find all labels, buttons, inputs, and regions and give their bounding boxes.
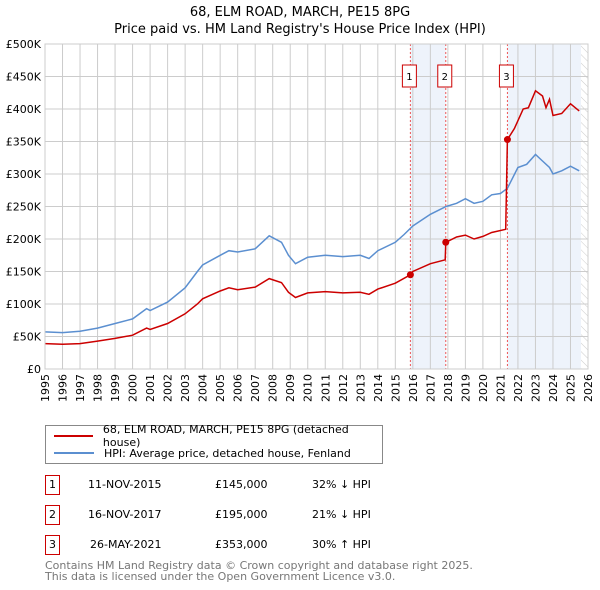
x-tick-label: 2024: [547, 374, 560, 402]
x-tick-label: 2001: [144, 374, 157, 402]
series-line: [44, 89, 580, 346]
x-tick-label: 2010: [302, 374, 315, 402]
sale-point: [406, 271, 414, 279]
sale-point: [503, 136, 511, 144]
y-tick-label: £0: [27, 363, 41, 376]
x-tick-label: 2000: [127, 374, 140, 402]
y-tick-label: £250K: [6, 201, 42, 214]
x-tick-label: 2013: [354, 374, 367, 402]
x-tick-label: 2023: [529, 374, 542, 402]
x-tick-label: 2002: [162, 374, 175, 402]
y-tick-label: £200K: [6, 233, 42, 246]
y-tick-label: £50K: [13, 331, 42, 344]
x-tick-label: 2021: [494, 374, 507, 402]
x-tick-label: 2003: [179, 374, 192, 402]
y-tick-label: £150K: [6, 266, 42, 279]
y-tick-label: £500K: [6, 38, 42, 51]
x-tick-label: 2026: [582, 374, 595, 402]
y-tick-label: £350K: [6, 136, 42, 149]
sale-price: £195,000: [215, 508, 268, 521]
x-tick-label: 2006: [232, 374, 245, 402]
sale-hpi-diff: 32% ↓ HPI: [312, 478, 371, 491]
x-tick-label: 2007: [249, 374, 262, 402]
series-line: [44, 153, 580, 334]
legend-red-line: [54, 435, 93, 437]
sale-price: £353,000: [215, 538, 268, 551]
sale-marker-label: 3: [503, 72, 509, 83]
sale-marker-label: 1: [406, 72, 412, 83]
sale-marker-box: [401, 64, 417, 88]
x-tick-label: 2014: [372, 374, 385, 402]
y-tick-label: £100K: [6, 298, 42, 311]
plot-border: [44, 43, 589, 370]
x-tick-label: 1998: [92, 374, 105, 402]
y-tick-label: £450K: [6, 71, 42, 84]
x-tick-label: 2016: [407, 374, 420, 402]
x-tick-label: 1996: [57, 374, 70, 402]
sale-date: 26-MAY-2021: [90, 538, 162, 551]
sale-point: [442, 238, 450, 246]
x-tick-label: 2025: [564, 374, 577, 402]
x-tick-label: 2019: [459, 374, 472, 402]
x-tick-label: 2005: [214, 374, 227, 402]
sale-marker-box: [498, 64, 514, 88]
x-tick-label: 2022: [512, 374, 525, 402]
x-tick-label: 2009: [284, 374, 297, 402]
x-tick-label: 1995: [39, 374, 52, 402]
y-tick-label: £400K: [6, 103, 42, 116]
sale-date: 11-NOV-2015: [88, 478, 162, 491]
legend-label-property: 68, ELM ROAD, MARCH, PE15 8PG (detached …: [102, 423, 349, 449]
x-tick-label: 2020: [477, 374, 490, 402]
sale-marker-label: 2: [442, 72, 448, 83]
x-tick-label: 1999: [109, 374, 122, 402]
x-tick-label: 1997: [74, 374, 87, 402]
y-tick-label: £300K: [6, 168, 42, 181]
price-chart: 1995 1996 1997 1998 1999 2000 2001 2002 2003 2004…: [6, 38, 595, 402]
x-tick-label: 2017: [424, 374, 437, 402]
sale-hpi-diff: 21% ↓ HPI: [312, 508, 371, 521]
x-tick-label: 2011: [319, 374, 332, 402]
x-tick-label: 2008: [267, 374, 280, 402]
legend-blue-line: [54, 452, 94, 454]
footer-line-1: Contains HM Land Registry data © Crown c…: [45, 559, 473, 572]
sale-date: 16-NOV-2017: [88, 508, 162, 521]
x-tick-label: 2004: [197, 374, 210, 402]
chart-title: 68, ELM ROAD, MARCH, PE15 8PG: [189, 5, 411, 20]
sale-marker-box: [437, 64, 453, 88]
sale-number-badge: 2: [45, 505, 60, 525]
legend: 68, ELM ROAD, MARCH, PE15 8PG (detached …: [45, 423, 383, 464]
chart-subtitle: Price paid vs. HM Land Registry's House …: [114, 22, 486, 37]
x-tick-label: 2015: [389, 374, 402, 402]
sale-price: £145,000: [215, 478, 268, 491]
footer-line-2: This data is licensed under the Open Gov…: [45, 570, 396, 583]
x-tick-label: 2012: [337, 374, 350, 402]
sale-number-badge: 1: [45, 475, 60, 495]
x-tick-label: 2018: [442, 374, 455, 402]
sale-hpi-diff: 30% ↑ HPI: [312, 538, 371, 551]
legend-label-hpi: HPI: Average price, detached house, Fenl…: [104, 446, 351, 460]
footer: Contains HM Land Registry data © Crown c…: [45, 560, 473, 582]
sale-number-badge: 3: [45, 535, 60, 555]
